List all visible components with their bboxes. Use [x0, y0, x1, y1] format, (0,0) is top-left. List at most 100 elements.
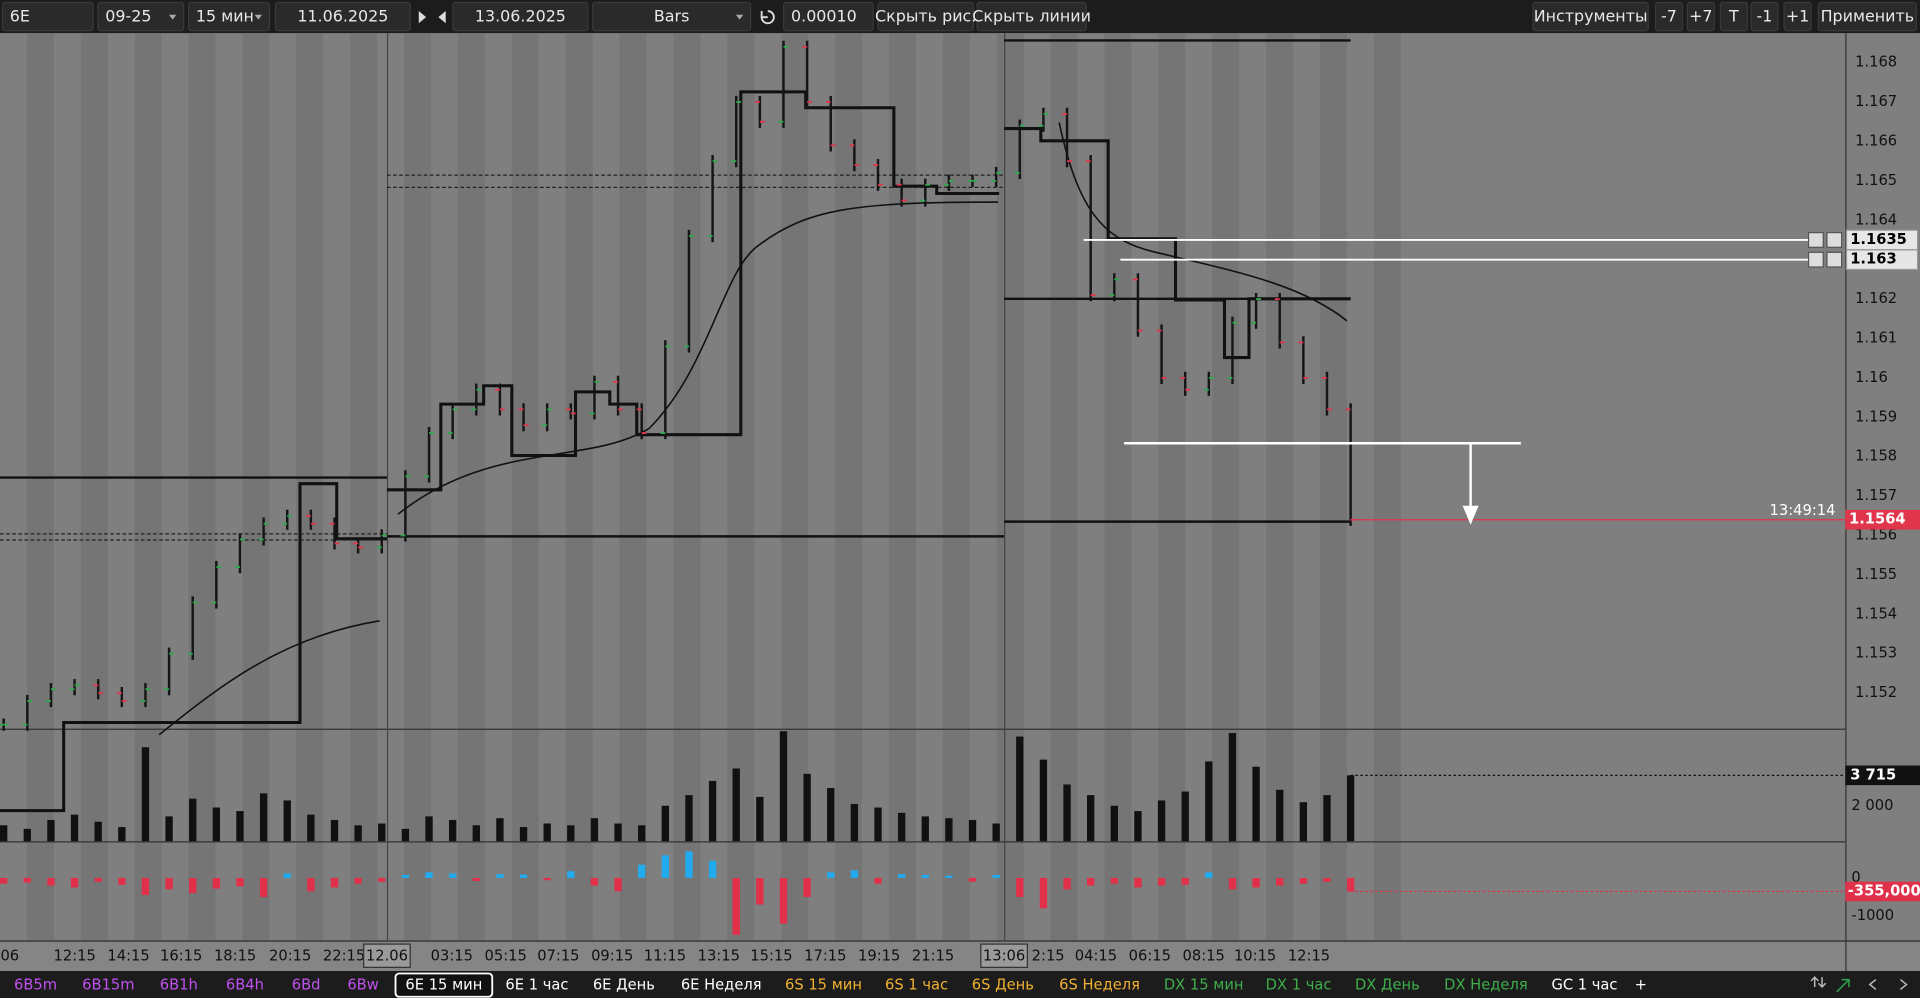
- chart-type-select[interactable]: [592, 1, 752, 32]
- tab[interactable]: 6B1h: [160, 977, 198, 994]
- date-to[interactable]: [452, 1, 589, 32]
- apply-button[interactable]: [1817, 1, 1917, 32]
- price-bar: [1298, 336, 1309, 385]
- stripe: [835, 33, 863, 942]
- delta-bar: [661, 855, 670, 878]
- symbol-search[interactable]: [1, 1, 94, 32]
- price-bar: [140, 683, 151, 708]
- y-tick-label: 1.16: [1855, 369, 1888, 386]
- tab[interactable]: 6B4h: [226, 977, 264, 994]
- delta-bar: [283, 873, 291, 878]
- contract-select-label: 09-25: [105, 7, 151, 26]
- play-icon[interactable]: [418, 11, 427, 24]
- tab[interactable]: 6E 15 мин: [405, 977, 482, 994]
- tab[interactable]: 6S 1 час: [885, 977, 948, 994]
- tab[interactable]: DX Неделя: [1444, 977, 1528, 994]
- delta-bar: [0, 877, 8, 884]
- price-bar: [589, 375, 600, 420]
- y-tick-label: 0: [1851, 869, 1860, 886]
- volume-bar: [1087, 795, 1095, 842]
- tab[interactable]: 6S День: [972, 977, 1034, 994]
- x-tick-label: 15:15: [750, 947, 792, 964]
- tab[interactable]: DX День: [1355, 977, 1420, 994]
- tick-size[interactable]: [783, 1, 874, 32]
- step-button[interactable]: [1750, 1, 1779, 32]
- delta-bar: [212, 877, 221, 889]
- volume-bar: [968, 819, 977, 842]
- tab[interactable]: 6B5m: [14, 977, 57, 994]
- delta-bar: [897, 874, 906, 878]
- price-bar: [116, 687, 127, 708]
- price-bar: [376, 529, 387, 554]
- level-close[interactable]: [1826, 251, 1843, 268]
- step-button[interactable]: [1686, 1, 1715, 32]
- price-bar: [565, 403, 576, 420]
- step-button[interactable]: [1719, 1, 1748, 32]
- timeframe-select[interactable]: [187, 1, 270, 32]
- tab[interactable]: 6E Неделя: [681, 977, 762, 994]
- delta-bar: [378, 877, 386, 882]
- reset-icon[interactable]: [760, 10, 775, 25]
- step-button[interactable]: [1654, 1, 1684, 32]
- step-button-label: -7: [1661, 7, 1677, 26]
- tab[interactable]: DX 15 мин: [1164, 977, 1244, 994]
- volume-bar: [165, 816, 173, 842]
- tab[interactable]: 6S 15 мин: [785, 977, 862, 994]
- step-button[interactable]: [1783, 1, 1812, 32]
- level-label: 1.163: [1850, 251, 1896, 268]
- back-icon[interactable]: [438, 11, 446, 24]
- apply-button-label: Применить: [1821, 7, 1915, 26]
- delta-bar: [732, 877, 740, 935]
- delta-bar: [1276, 877, 1284, 886]
- volume-bar: [850, 803, 859, 842]
- price-bar: [778, 40, 789, 128]
- drawing-arrow: [1124, 442, 1521, 525]
- y-tick-label: 1.153: [1855, 645, 1897, 662]
- tab[interactable]: 6E День: [593, 977, 655, 994]
- tab[interactable]: 6Bd: [292, 977, 321, 994]
- current-delta-box: [1845, 881, 1920, 902]
- date-from[interactable]: [274, 1, 411, 32]
- volume-bar: [779, 731, 788, 842]
- level-close[interactable]: [1826, 232, 1843, 248]
- price-bar: [943, 174, 954, 191]
- hide-drawings-button[interactable]: [877, 1, 975, 32]
- level-lock[interactable]: [1807, 232, 1824, 248]
- y-tick-label: 1.156: [1855, 527, 1897, 544]
- value-area: [0, 174, 1005, 541]
- delta-bar: [850, 870, 859, 878]
- volume-bar: [1157, 800, 1166, 842]
- price-bar: [46, 683, 56, 708]
- tools-button[interactable]: [1532, 1, 1649, 32]
- date-to-label: 13.06.2025: [475, 7, 566, 26]
- expand-icon[interactable]: [1836, 978, 1850, 993]
- level-lock[interactable]: [1807, 251, 1824, 268]
- hide-lines-button[interactable]: [976, 1, 1087, 32]
- tab[interactable]: 6E 1 час: [505, 977, 568, 994]
- next-icon[interactable]: [1899, 979, 1908, 990]
- y-tick-label: 1.152: [1855, 684, 1897, 701]
- volume-bar: [94, 821, 102, 842]
- current-price-label: 1.1564: [1849, 511, 1906, 528]
- vwap: [158, 122, 1348, 736]
- tab[interactable]: 6S Неделя: [1059, 977, 1140, 994]
- tools-button-label: Инструменты: [1534, 7, 1648, 26]
- volume-bar: [732, 768, 740, 842]
- tab[interactable]: 6B15m: [82, 977, 134, 994]
- delta-bar: [685, 851, 693, 878]
- delta-bar: [118, 877, 126, 885]
- y-tick-label: 1.161: [1855, 329, 1897, 346]
- contract-select[interactable]: [97, 1, 185, 32]
- delta-bar: [968, 877, 977, 882]
- tab[interactable]: DX 1 час: [1266, 977, 1332, 994]
- tab[interactable]: 6Bw: [347, 977, 378, 994]
- delta-bar: [543, 877, 551, 881]
- volume-bar: [141, 747, 150, 842]
- sort-icon[interactable]: [1810, 976, 1827, 988]
- tab[interactable]: GC 1 час: [1551, 977, 1617, 994]
- tab[interactable]: +: [1635, 977, 1647, 994]
- x-tick-label: 13:15: [698, 947, 740, 964]
- delta-bar: [1299, 877, 1308, 884]
- prev-icon[interactable]: [1868, 979, 1877, 990]
- tick-size-label: 0.00010: [791, 7, 857, 26]
